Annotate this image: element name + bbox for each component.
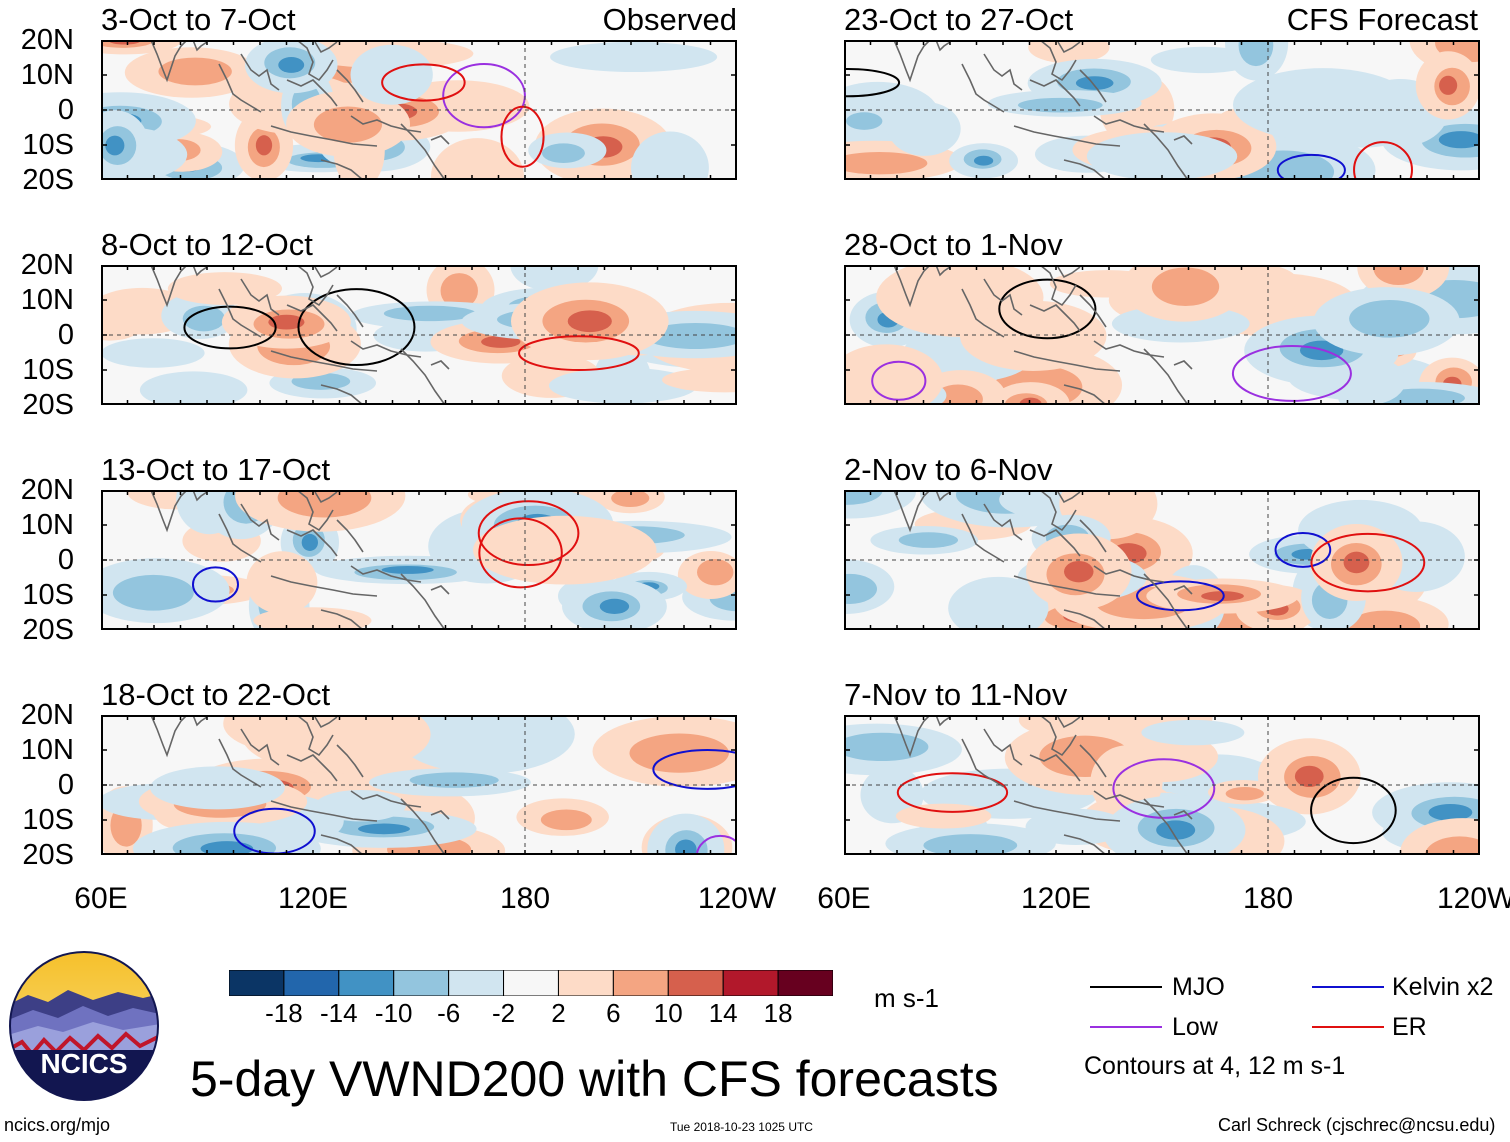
colorbar-swatch xyxy=(393,970,450,996)
ncics-logo xyxy=(9,951,159,1101)
colorbar-tick-label: -14 xyxy=(320,998,358,1028)
colorbar xyxy=(229,970,833,996)
colorbar-swatch xyxy=(448,970,505,996)
legend-line-low xyxy=(1090,1026,1162,1028)
figure-title: 5-day VWND200 with CFS forecasts xyxy=(190,1051,999,1107)
colorbar-tick-label: 14 xyxy=(708,998,738,1028)
colorbar-tick-label: -2 xyxy=(491,998,516,1028)
x-label-60e: 60E xyxy=(74,882,128,915)
map-panel xyxy=(101,40,737,180)
x-label-120e: 120E xyxy=(277,882,349,915)
y-axis-label: 10S xyxy=(22,579,74,611)
colorbar-tick-label: -6 xyxy=(437,998,461,1028)
y-axis-label: 20N xyxy=(20,474,74,506)
colorbar-tick-label: -10 xyxy=(374,998,413,1028)
y-axis-label: 10S xyxy=(22,804,74,836)
observed-tag: Observed xyxy=(602,2,737,37)
panel-title-fcst-3: 2-Nov to 6-Nov xyxy=(844,452,1053,487)
y-axis-label: 20S xyxy=(22,389,74,421)
timestamp: Tue 2018-10-23 1025 UTC xyxy=(670,1120,813,1134)
legend-line-mjo xyxy=(1090,986,1162,988)
map-panel xyxy=(844,40,1480,180)
x-label-180-right: 180 xyxy=(1242,882,1294,915)
legend-line-er xyxy=(1312,1026,1384,1028)
legend-label-er: ER xyxy=(1392,1013,1427,1041)
panel-title-obs-2: 8-Oct to 12-Oct xyxy=(101,227,313,262)
y-axis-label: 20N xyxy=(20,699,74,731)
x-label-120w: 120W xyxy=(697,882,777,915)
site-link[interactable]: ncics.org/mjo xyxy=(4,1115,111,1135)
y-axis-label: 20N xyxy=(20,24,74,56)
y-axis-label: 0 xyxy=(57,94,74,126)
legend-label-kelvin: Kelvin x2 xyxy=(1392,973,1494,1001)
y-axis-label: 10S xyxy=(22,354,74,386)
map-panel xyxy=(101,715,737,855)
map-panel xyxy=(844,715,1480,855)
legend-line-kelvin xyxy=(1312,986,1384,988)
y-axis-label: 10N xyxy=(20,734,74,766)
y-axis-label: 0 xyxy=(57,769,74,801)
panel-title-fcst-4: 7-Nov to 11-Nov xyxy=(844,677,1068,712)
colorbar-tick-label: 10 xyxy=(653,998,683,1028)
colorbar-swatch xyxy=(503,970,559,996)
map-panel xyxy=(101,265,737,405)
map-panel xyxy=(101,490,737,630)
panel-title-fcst-2: 28-Oct to 1-Nov xyxy=(844,227,1063,262)
panel-title-fcst-1: 23-Oct to 27-Oct xyxy=(844,2,1074,37)
colorbar-tick-label: 2 xyxy=(551,998,566,1028)
y-axis-label: 0 xyxy=(57,319,74,351)
credit: Carl Schreck (cjschrec@ncsu.edu) xyxy=(1218,1115,1496,1135)
colorbar-tick-label: -18 xyxy=(265,998,303,1028)
legend-label-mjo: MJO xyxy=(1172,973,1225,1001)
colorbar-tick-label: 6 xyxy=(606,998,621,1028)
y-axis-label: 20S xyxy=(22,164,74,196)
x-label-180: 180 xyxy=(499,882,551,915)
legend-label-low: Low xyxy=(1172,1013,1218,1041)
y-axis-label: 10N xyxy=(20,284,74,316)
forecast-tag: CFS Forecast xyxy=(1286,2,1478,37)
colorbar-swatch xyxy=(338,970,395,996)
colorbar-swatch xyxy=(777,970,833,996)
logo-text: NCICS xyxy=(40,1048,128,1079)
x-label-120e-right: 120E xyxy=(1020,882,1092,915)
colorbar-swatch xyxy=(722,970,779,996)
y-axis-label: 20N xyxy=(20,249,74,281)
x-label-120w-right: 120W xyxy=(1437,882,1510,915)
y-axis-label: 10S xyxy=(22,129,74,161)
panel-title-obs-4: 18-Oct to 22-Oct xyxy=(101,677,331,712)
colorbar-swatch xyxy=(612,970,669,996)
map-panel xyxy=(844,490,1480,630)
colorbar-swatch xyxy=(557,970,614,996)
y-axis-label: 0 xyxy=(57,544,74,576)
colorbar-swatch xyxy=(229,970,285,996)
x-label-60e-right: 60E xyxy=(817,882,871,915)
y-axis-label: 10N xyxy=(20,509,74,541)
colorbar-unit: m s-1 xyxy=(874,983,939,1013)
y-axis-label: 10N xyxy=(20,59,74,91)
y-axis-label: 20S xyxy=(22,614,74,646)
colorbar-swatch xyxy=(283,970,340,996)
map-panel xyxy=(844,265,1480,405)
panel-title-obs-3: 13-Oct to 17-Oct xyxy=(101,452,331,487)
panel-title-obs-1: 3-Oct to 7-Oct xyxy=(101,2,296,37)
colorbar-swatch xyxy=(667,970,724,996)
y-axis-label: 20S xyxy=(22,839,74,871)
colorbar-tick-label: 18 xyxy=(763,998,793,1028)
legend-note: Contours at 4, 12 m s-1 xyxy=(1084,1052,1346,1080)
